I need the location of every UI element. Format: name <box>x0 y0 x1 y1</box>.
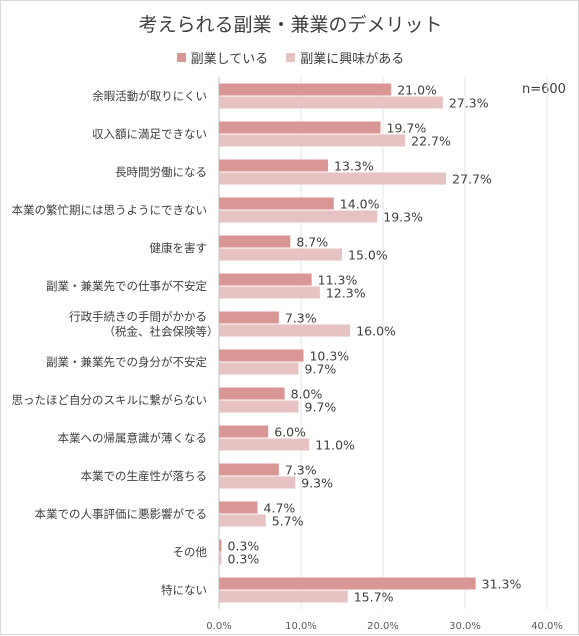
chart-title: 考えられる副業・兼業のデメリット <box>138 14 443 36</box>
bar <box>219 248 342 261</box>
bar <box>219 134 406 147</box>
legend-swatch-series-2 <box>286 53 296 62</box>
sample-size-note: n=600 <box>522 82 566 97</box>
bar <box>219 362 299 375</box>
bar <box>219 210 378 223</box>
data-label: 6.0% <box>274 425 306 440</box>
bar <box>219 286 320 299</box>
data-label: 0.3% <box>227 552 259 567</box>
legend-item-series-2: 副業に興味がある <box>286 48 404 67</box>
bar <box>219 400 299 413</box>
bar <box>219 235 291 248</box>
bar <box>219 539 222 552</box>
category-label: 本業への帰属意識が薄くなる <box>58 431 208 445</box>
category-label: 本業での人事評価に悪影響がでる <box>35 507 208 521</box>
data-label: 22.7% <box>411 134 451 149</box>
x-tick-label: 40.0% <box>531 621 563 632</box>
data-label: 13.3% <box>334 159 374 174</box>
data-label: 5.7% <box>272 514 304 529</box>
data-label: 4.7% <box>264 501 296 516</box>
data-label: 21.0% <box>397 83 437 98</box>
legend: 副業している 副業に興味がある <box>1 48 579 67</box>
data-label: 9.3% <box>301 476 333 491</box>
category-label: その他 <box>173 545 208 559</box>
category-label: 本業の繁忙期には思うようにできない <box>12 203 208 217</box>
bar <box>219 552 222 565</box>
bar <box>219 172 447 185</box>
x-tick-label: 20.0% <box>367 621 399 632</box>
bar <box>219 438 310 451</box>
x-tick-label: 30.0% <box>449 621 481 632</box>
category-label: 余暇活動が取りにくい <box>92 89 207 103</box>
data-label: 0.3% <box>227 539 259 554</box>
category-label: 収入額に満足できない <box>92 127 207 141</box>
data-label: 9.7% <box>305 400 337 415</box>
data-label: 15.7% <box>354 590 394 605</box>
bar <box>219 590 348 603</box>
data-label: 14.0% <box>340 197 380 212</box>
category-label: 副業・兼業先での仕事が不安定 <box>46 279 207 293</box>
category-label: 本業での生産性が落ちる <box>81 469 208 483</box>
bar <box>219 425 269 438</box>
data-label: 12.3% <box>326 286 366 301</box>
bar <box>219 83 392 96</box>
data-label: 11.0% <box>315 438 355 453</box>
bar <box>219 501 258 514</box>
bar <box>219 577 476 590</box>
data-label: 19.3% <box>383 210 423 225</box>
legend-label-series-2: 副業に興味がある <box>300 52 405 67</box>
bar <box>219 121 381 134</box>
bar <box>219 197 334 210</box>
data-label: 11.3% <box>318 273 358 288</box>
bar <box>219 476 296 489</box>
data-label: 8.7% <box>296 235 328 250</box>
category-label: （税金、社会保険等） <box>104 325 219 339</box>
bar <box>219 349 304 362</box>
category-label: 行政手続きの手間がかかる <box>69 310 207 324</box>
bar <box>219 324 351 337</box>
bar <box>219 463 279 476</box>
bar <box>219 273 312 286</box>
legend-swatch-series-1 <box>176 53 186 62</box>
legend-item-series-1: 副業している <box>176 48 269 67</box>
data-label: 7.3% <box>285 311 317 326</box>
data-label: 16.0% <box>356 324 396 339</box>
data-label: 27.7% <box>452 172 492 187</box>
bar <box>219 159 329 172</box>
x-tick-label: 0.0% <box>206 621 231 632</box>
category-label: 健康を害す <box>150 241 208 255</box>
data-label: 10.3% <box>309 349 349 364</box>
data-label: 19.7% <box>387 121 427 136</box>
data-label: 9.7% <box>305 362 337 377</box>
category-label: 思ったほど自分のスキルに繋がらない <box>12 393 208 407</box>
data-label: 31.3% <box>482 577 522 592</box>
data-label: 8.0% <box>291 387 323 402</box>
data-label: 7.3% <box>285 463 317 478</box>
x-tick-label: 10.0% <box>285 621 317 632</box>
category-label: 長時間労働になる <box>115 165 207 179</box>
category-label: 特にない <box>161 583 207 597</box>
data-label: 27.3% <box>449 96 489 111</box>
bar <box>219 311 279 324</box>
bar <box>219 387 285 400</box>
category-label: 副業・兼業先での身分が不安定 <box>46 355 207 369</box>
data-label: 15.0% <box>348 248 388 263</box>
bar <box>219 514 266 527</box>
bar <box>219 96 443 109</box>
legend-label-series-1: 副業している <box>190 52 269 67</box>
